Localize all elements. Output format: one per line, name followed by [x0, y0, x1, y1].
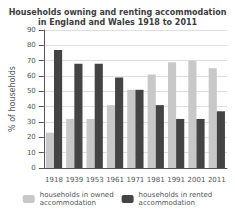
- svg-text:2011: 2011: [208, 176, 226, 184]
- svg-text:accommodation: accommodation: [139, 199, 195, 207]
- svg-text:1991: 1991: [167, 176, 185, 184]
- svg-text:70: 70: [27, 57, 36, 65]
- svg-text:30: 30: [27, 118, 36, 126]
- svg-text:1961: 1961: [106, 176, 124, 184]
- svg-text:1918: 1918: [45, 176, 63, 184]
- svg-text:10: 10: [27, 149, 36, 157]
- svg-text:accommodation: accommodation: [40, 199, 96, 207]
- svg-text:% of households: % of households: [8, 66, 17, 132]
- svg-text:in England and Wales 1918 to 2: in England and Wales 1918 to 2011: [38, 18, 198, 27]
- svg-text:60: 60: [27, 72, 36, 80]
- svg-text:20: 20: [27, 133, 36, 141]
- svg-text:1971: 1971: [126, 176, 144, 184]
- svg-text:40: 40: [27, 103, 36, 111]
- svg-text:1939: 1939: [65, 176, 83, 184]
- svg-text:Households owning and renting: Households owning and renting accommodat…: [9, 8, 227, 17]
- svg-text:1981: 1981: [147, 176, 165, 184]
- svg-text:1953: 1953: [86, 176, 104, 184]
- svg-text:0: 0: [31, 164, 35, 172]
- svg-text:households in owned: households in owned: [40, 191, 114, 199]
- svg-text:80: 80: [27, 41, 36, 49]
- svg-text:2001: 2001: [188, 176, 206, 184]
- svg-text:50: 50: [27, 87, 36, 95]
- svg-text:90: 90: [27, 26, 36, 34]
- svg-text:households in rented: households in rented: [139, 191, 213, 199]
